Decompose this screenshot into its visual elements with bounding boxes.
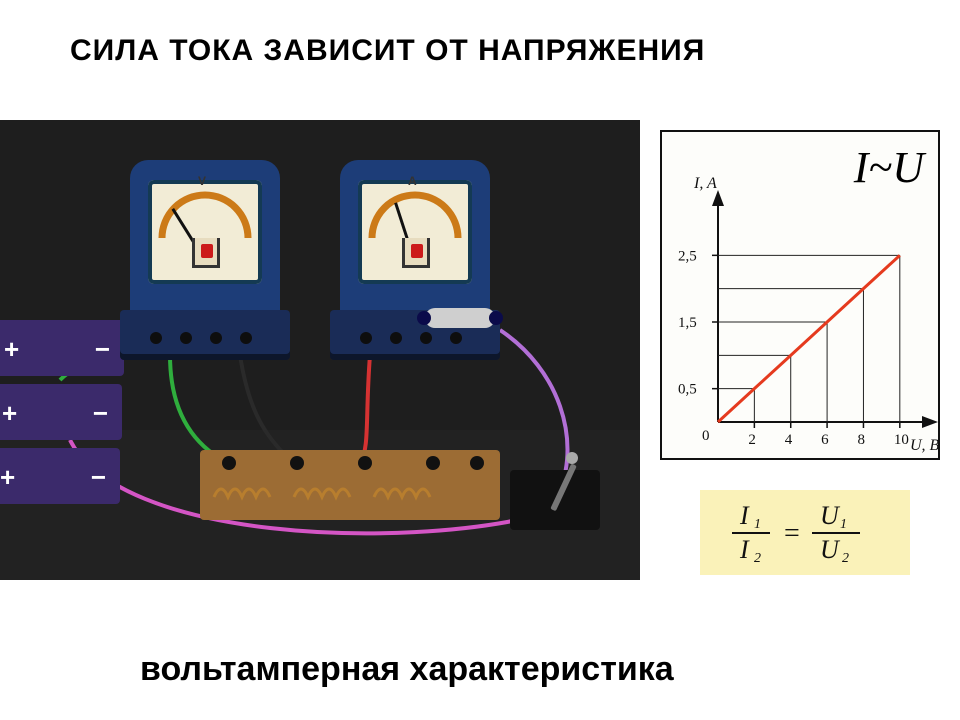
meter-knob — [360, 332, 372, 344]
terminal-post — [426, 456, 440, 470]
minus-sign: − — [91, 462, 106, 493]
minus-sign: − — [95, 334, 110, 365]
resistor-pin — [489, 311, 503, 325]
svg-text:2: 2 — [748, 432, 756, 448]
battery-3: + − — [0, 448, 120, 504]
resistor-component — [425, 308, 495, 328]
meter-coil-icon — [192, 238, 220, 268]
switch-handle-icon — [566, 452, 578, 464]
experiment-scene: + − + − + − V — [0, 120, 640, 580]
meter-arc-icon — [156, 188, 254, 244]
meter-base — [120, 310, 290, 360]
meter-knob — [180, 332, 192, 344]
meter-knob — [420, 332, 432, 344]
svg-text:0,5: 0,5 — [678, 382, 697, 398]
plus-sign: + — [0, 462, 15, 493]
formula-eq: = — [784, 518, 800, 549]
resistor-pin — [417, 311, 431, 325]
battery-1: + − — [0, 320, 124, 376]
formula-svg: I 1 I 2 = U 1 U 2 — [720, 498, 890, 568]
formula-U1: U — [820, 501, 841, 530]
terminal-post — [358, 456, 372, 470]
formula-I1: I — [739, 501, 750, 530]
meter-type-letter: A — [408, 174, 417, 188]
rheostat-board — [200, 450, 500, 520]
meter-knob — [390, 332, 402, 344]
coil-icon — [372, 486, 432, 508]
meter-knob — [210, 332, 222, 344]
meter-coil-icon — [402, 238, 430, 268]
meter-arc-icon — [366, 188, 464, 244]
meter-knob — [150, 332, 162, 344]
terminal-post — [222, 456, 236, 470]
svg-text:U, B: U, B — [910, 437, 940, 454]
formula-U2-sub: 2 — [842, 551, 849, 566]
caption: вольтамперная характеристика — [140, 650, 674, 689]
iv-chart: I~U I, AU, B02468100,51,52,5 — [660, 130, 940, 460]
plus-sign: + — [2, 398, 17, 429]
svg-text:10: 10 — [894, 432, 909, 448]
rheostat-coils — [212, 486, 432, 508]
formula-U1-sub: 1 — [840, 517, 847, 532]
battery-2: + − — [0, 384, 122, 440]
formula-I2-sub: 2 — [754, 551, 761, 566]
svg-text:I, A: I, A — [693, 175, 717, 192]
coil-icon — [212, 486, 272, 508]
svg-text:1,5: 1,5 — [678, 315, 697, 331]
meter-knob — [240, 332, 252, 344]
page-title: СИЛА ТОКА ЗАВИСИТ ОТ НАПРЯЖЕНИЯ — [70, 34, 705, 68]
coil-icon — [292, 486, 352, 508]
terminal-post — [470, 456, 484, 470]
meter-type-letter: V — [198, 174, 206, 188]
page: СИЛА ТОКА ЗАВИСИТ ОТ НАПРЯЖЕНИЯ + − — [0, 0, 960, 720]
meter-knob — [450, 332, 462, 344]
svg-text:0: 0 — [702, 428, 710, 444]
svg-text:6: 6 — [821, 432, 829, 448]
terminal-post — [290, 456, 304, 470]
voltmeter: V — [120, 130, 290, 340]
chart-svg: I, A U, B 0 2 4 6 8 10 0,5 1,5 2,5 — [662, 132, 942, 462]
formula-U2: U — [820, 535, 841, 564]
minus-sign: − — [93, 398, 108, 429]
formula-I2: I — [739, 535, 750, 564]
svg-text:8: 8 — [857, 432, 865, 448]
plus-sign: + — [4, 334, 19, 365]
formula-I1-sub: 1 — [754, 517, 761, 532]
knife-switch — [510, 470, 600, 530]
svg-text:2,5: 2,5 — [678, 248, 697, 264]
svg-text:4: 4 — [785, 432, 793, 448]
formula-box: I 1 I 2 = U 1 U 2 — [700, 490, 910, 575]
